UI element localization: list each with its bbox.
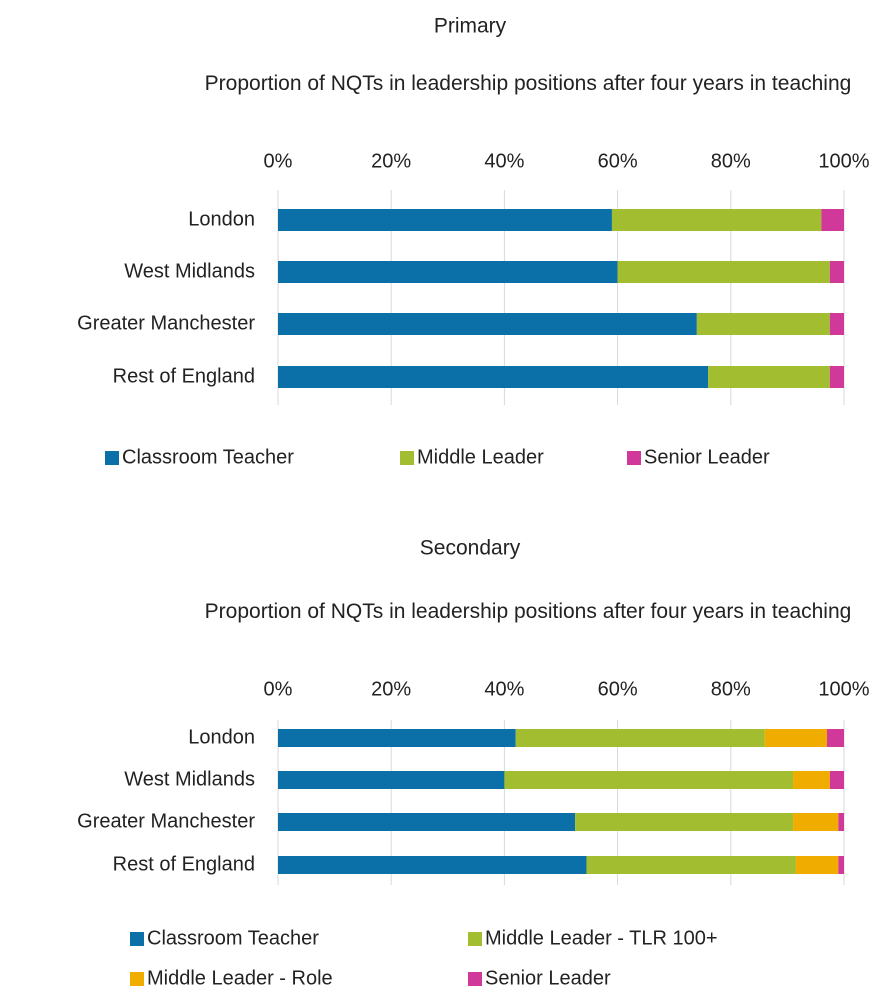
legend-swatch (468, 972, 482, 986)
legend-label: Senior Leader (485, 967, 611, 989)
y-tick-label: London (188, 208, 255, 230)
bar-segment (278, 209, 612, 231)
y-tick-label: London (188, 726, 255, 748)
chart-title: Proportion of NQTs in leadership positio… (205, 600, 852, 623)
y-tick-label: West Midlands (124, 260, 255, 282)
bar-segment (696, 313, 830, 335)
bar-segment (829, 261, 844, 283)
bar-segment (278, 261, 618, 283)
legend-swatch (627, 451, 641, 465)
x-tick-label: 0% (264, 678, 293, 700)
legend-label: Middle Leader - TLR 100+ (485, 927, 718, 949)
bar-segment (829, 366, 844, 388)
x-tick-label: 40% (484, 150, 524, 172)
y-tick-label: Greater Manchester (77, 312, 255, 334)
bar-segment (795, 856, 839, 874)
y-tick-label: Greater Manchester (77, 810, 255, 832)
x-tick-label: 100% (818, 678, 869, 700)
bar-segment (278, 366, 709, 388)
bar-segment (821, 209, 844, 231)
x-tick-label: 60% (598, 150, 638, 172)
y-tick-label: West Midlands (124, 768, 255, 790)
x-tick-label: 0% (264, 150, 293, 172)
x-tick-label: 20% (371, 150, 411, 172)
bar-segment (278, 813, 576, 831)
bar-segment (838, 813, 844, 831)
bar-segment (278, 771, 505, 789)
x-tick-label: 40% (484, 678, 524, 700)
x-tick-label: 100% (818, 150, 869, 172)
legend-label: Classroom Teacher (122, 446, 294, 468)
bar-segment (793, 813, 839, 831)
bar-segment (515, 729, 765, 747)
y-tick-label: Rest of England (113, 853, 255, 875)
chart-heading: Secondary (420, 537, 521, 560)
bar-segment (829, 771, 844, 789)
bar-segment (793, 771, 830, 789)
bar-segment (586, 856, 796, 874)
legend-swatch (105, 451, 119, 465)
x-tick-label: 80% (711, 678, 751, 700)
bar-segment (278, 313, 697, 335)
legend-swatch (400, 451, 414, 465)
legend-swatch (130, 972, 144, 986)
bar-segment (764, 729, 828, 747)
legend-label: Classroom Teacher (147, 927, 319, 949)
bar-segment (611, 209, 822, 231)
bar-segment (708, 366, 830, 388)
legend-label: Middle Leader (417, 446, 544, 468)
x-tick-label: 20% (371, 678, 411, 700)
bar-segment (278, 856, 587, 874)
bar-segment (827, 729, 844, 747)
legend-label: Middle Leader - Role (147, 967, 333, 989)
legend-swatch (468, 932, 482, 946)
y-tick-label: Rest of England (113, 365, 255, 387)
chart-title: Proportion of NQTs in leadership positio… (205, 72, 852, 95)
bar-segment (278, 729, 516, 747)
bar-segment (838, 856, 844, 874)
legend-swatch (130, 932, 144, 946)
bar-segment (504, 771, 794, 789)
bar-segment (575, 813, 794, 831)
bar-segment (617, 261, 830, 283)
legend-label: Senior Leader (644, 446, 770, 468)
x-tick-label: 60% (598, 678, 638, 700)
x-tick-label: 80% (711, 150, 751, 172)
bar-segment (829, 313, 844, 335)
chart-heading: Primary (434, 15, 507, 38)
